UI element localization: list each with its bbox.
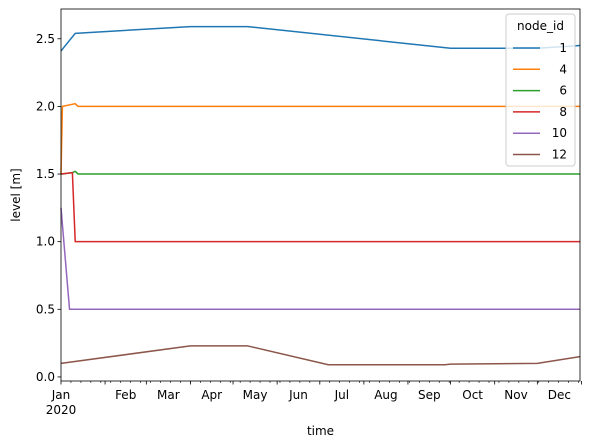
y-axis-label: level [m] [9, 168, 23, 221]
legend-box [505, 13, 576, 167]
legend-entry-4: 4 [559, 62, 567, 76]
series-line-12 [60, 345, 581, 366]
plot-frame [60, 8, 581, 382]
y-tick-label: 1.0 [36, 235, 55, 249]
y-axis: 0.0 0.5 1.0 1.5 2.0 2.5 [36, 32, 61, 384]
x-tick-label: Oct [462, 388, 483, 402]
y-tick-label: 2.0 [36, 99, 55, 113]
legend-entry-12: 12 [552, 148, 567, 162]
x-tick-label: Nov [504, 388, 527, 402]
series-line-1 [60, 25, 581, 52]
legend-entry-1: 1 [559, 41, 567, 55]
series-line-6 [61, 170, 580, 175]
y-tick-label: 2.5 [36, 32, 55, 46]
x-tick-label: May [243, 388, 268, 402]
x-tick-label: Mar [157, 388, 180, 402]
x-tick-label: Jun [288, 388, 308, 402]
x-tick-label: Sep [418, 388, 441, 402]
legend-entry-8: 8 [559, 105, 567, 119]
y-tick-label: 0.0 [36, 370, 55, 384]
x-year-label: 2020 [46, 403, 77, 417]
y-tick-label: 1.5 [36, 167, 55, 181]
series-line-4 [60, 102, 580, 175]
plot-lines [60, 25, 581, 366]
legend-entry-6: 6 [559, 84, 567, 98]
legend-title: node_id [517, 19, 564, 33]
x-axis: Jan Feb Mar Apr May Jun Jul Aug Sep Oct Nov Dec 2020 [46, 381, 582, 417]
x-tick-label: Apr [201, 388, 222, 402]
series-line-8 [60, 171, 580, 243]
y-tick-label: 0.5 [36, 302, 55, 316]
x-tick-label: Jul [334, 388, 349, 402]
x-axis-label: time [307, 424, 334, 438]
x-tick-label: Dec [548, 388, 571, 402]
legend: node_id 1 4 6 8 10 12 [505, 13, 576, 167]
series-line-10 [60, 207, 580, 311]
x-tick-label: Jan [51, 388, 71, 402]
legend-entry-10: 10 [552, 126, 567, 140]
x-tick-label: Aug [374, 388, 397, 402]
x-tick-label: Feb [115, 388, 136, 402]
